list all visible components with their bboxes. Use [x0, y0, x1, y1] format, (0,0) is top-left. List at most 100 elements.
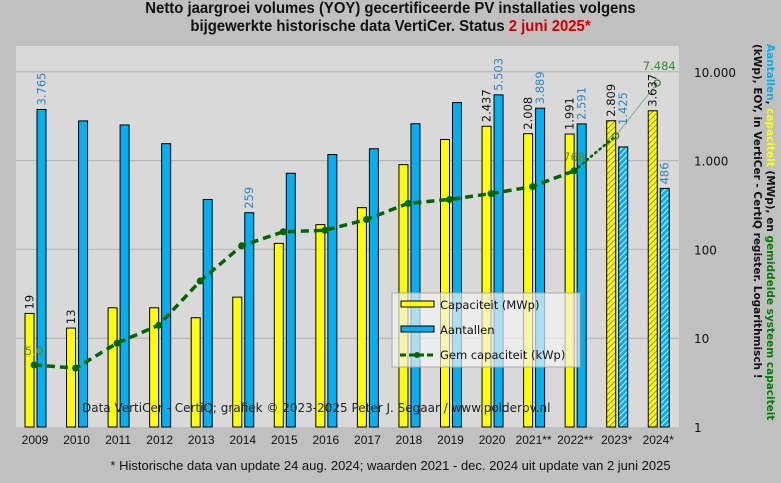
gem-line-segment	[33, 169, 575, 370]
right-axis-title: Aantallen, capaciteit (MWp), en gemiddel…	[751, 44, 776, 464]
data-label-capaciteit: 2.809	[604, 84, 618, 117]
bar-capaciteit	[315, 224, 326, 428]
x-tick-label: 2015	[271, 433, 298, 447]
data-label-aantallen: 1.425	[616, 92, 630, 125]
bar-aantallen	[368, 148, 379, 428]
gem-capaciteit-line	[30, 79, 661, 372]
y-tick-label: 100	[694, 243, 717, 257]
bar-capaciteit	[356, 207, 367, 428]
x-tick-label: 2014	[229, 433, 256, 447]
footnote: * Historische data van update 24 aug. 20…	[110, 458, 671, 473]
chart-title: Netto jaargroei volumes (YOY) gecertific…	[27, 0, 753, 36]
gem-marker	[30, 361, 38, 369]
gem-marker	[404, 199, 412, 207]
credit-annotation: Data VertiCer - CertiQ; grafiek © 2023-2…	[82, 401, 551, 415]
x-tick-label: 2021**	[516, 433, 552, 447]
gem-marker	[155, 321, 163, 329]
bar-capaciteit	[273, 242, 284, 428]
y-tick-label: 10	[694, 332, 709, 346]
bar-capaciteit	[606, 120, 617, 428]
bar-aantallen	[327, 154, 338, 428]
bar-capaciteit	[66, 327, 77, 428]
data-label-gem: 5,0	[25, 344, 43, 358]
bar-aantallen	[119, 124, 130, 428]
x-tick-label: 2020	[479, 433, 506, 447]
bar-capaciteit	[107, 307, 118, 428]
data-label-capaciteit: 3.637	[646, 74, 660, 107]
data-label-aantallen: 3.765	[35, 73, 49, 106]
gem-marker	[362, 216, 370, 224]
bar-aantallen	[36, 108, 47, 428]
bar-aantallen	[576, 123, 587, 428]
gem-marker	[446, 195, 453, 203]
bar-capaciteit	[24, 312, 35, 428]
bar-capaciteit	[564, 133, 575, 428]
bar-capaciteit	[523, 133, 534, 428]
legend-label-capaciteit: Capaciteit (MWp)	[440, 298, 539, 312]
x-tick-label: 2011	[105, 433, 131, 447]
bar-aantallen	[659, 187, 670, 428]
legend-swatch-aantallen	[400, 325, 435, 333]
data-label-capaciteit: 2.008	[521, 97, 535, 130]
right-axis-title-line-2: (kWp), EOY, in VertiCer - CertiQ registe…	[751, 44, 763, 379]
data-label-aantallen: 259	[242, 187, 256, 209]
bar-aantallen	[618, 146, 629, 428]
right-axis-title-capaciteit: capaciteit	[764, 108, 776, 167]
x-tick-label: 2023*	[601, 433, 633, 447]
data-label-aantallen: 5.503	[492, 58, 506, 91]
x-tick-label: 2024*	[643, 433, 675, 447]
data-label-gem: 7.484	[643, 59, 676, 73]
data-label-gem: 768	[563, 150, 585, 164]
data-label-capaciteit: 2.437	[480, 89, 494, 122]
y-tick-label: 10.000	[694, 66, 736, 80]
gem-marker	[196, 277, 204, 285]
x-tick-label: 2013	[188, 433, 215, 447]
x-tick-label: 2019	[437, 433, 464, 447]
y-axis-ticks: 1 10 100 1.000 10.000	[694, 66, 736, 435]
x-tick-label: 2017	[354, 433, 381, 447]
y-tick-label: 1	[694, 421, 702, 435]
x-tick-label: 2012	[146, 433, 173, 447]
bar-aantallen	[244, 212, 255, 428]
x-axis-ticks: 2009 2010 2011 2012 2013 2014 2015 2016 2017 2018…	[22, 433, 675, 447]
title-line-2: bijgewerkte historische data VertiCer. S…	[27, 18, 753, 36]
bar-capaciteit	[440, 138, 450, 428]
bar-aantallen	[202, 198, 213, 428]
bar-capaciteit	[232, 296, 243, 428]
x-tick-label: 2016	[312, 433, 339, 447]
bar-aantallen	[410, 123, 421, 428]
gem-line-segment-2023	[572, 134, 617, 173]
bar-capaciteit	[149, 307, 160, 428]
bar-capaciteit	[481, 125, 492, 428]
data-label-capaciteit: 13	[64, 309, 78, 324]
bar-aantallen	[452, 102, 462, 428]
legend-swatch-gem-marker	[414, 352, 420, 358]
title-status-date: 2 juni 2025*	[508, 18, 591, 35]
bars	[24, 94, 670, 428]
x-tick-label: 2022**	[557, 433, 593, 447]
right-axis-title-aantallen: Aantallen	[764, 44, 776, 101]
data-label-aantallen: 486	[658, 162, 672, 184]
data-label-aantallen: 3.889	[533, 71, 547, 104]
bar-aantallen	[161, 143, 172, 428]
gem-marker-open	[612, 132, 620, 140]
gem-marker-open	[653, 79, 661, 87]
data-label-capaciteit: 1.991	[563, 97, 577, 130]
gem-marker	[238, 242, 246, 250]
x-tick-label: 2018	[396, 433, 423, 447]
legend-label-aantallen: Aantallen	[440, 323, 495, 337]
legend: Capaciteit (MWp) Aantallen Gem capacitei…	[391, 292, 581, 368]
right-axis-title-mid: (MWp), en	[764, 166, 776, 236]
bar-aantallen	[78, 120, 89, 428]
gem-marker	[487, 190, 495, 198]
gem-line-segment-2024	[615, 82, 658, 137]
legend-swatch-capaciteit	[400, 300, 435, 308]
data-label-aantallen: 2.591	[575, 87, 589, 120]
gem-marker	[570, 167, 578, 175]
gem-marker	[321, 226, 329, 234]
right-axis-title-line-1: Aantallen, capaciteit (MWp), en gemiddel…	[763, 44, 776, 464]
legend-label-gem: Gem capaciteit (kWp)	[440, 348, 565, 362]
gem-marker	[72, 364, 80, 372]
